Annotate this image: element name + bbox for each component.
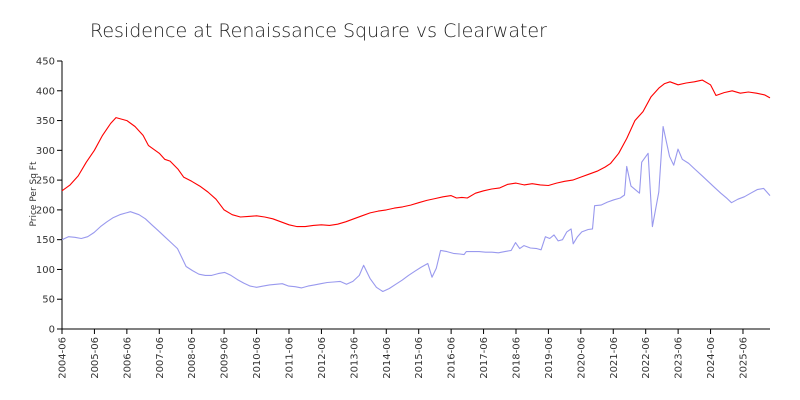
x-tick-label: 2007-06 <box>155 337 166 379</box>
y-tick-label: 300 <box>36 146 55 157</box>
y-tick-label: 450 <box>36 57 55 68</box>
x-tick-label: 2021-06 <box>609 337 620 379</box>
y-tick-label: 150 <box>36 235 55 246</box>
x-tick-label: 2020-06 <box>576 337 587 379</box>
x-tick-label: 2008-06 <box>187 337 198 379</box>
x-tick-label: 2013-06 <box>349 337 360 379</box>
x-tick-label: 2017-06 <box>479 337 490 379</box>
x-tick-label: 2025-06 <box>738 337 749 379</box>
x-tick-label: 2006-06 <box>122 337 133 379</box>
chart-title: Residence at Renaissance Square vs Clear… <box>90 20 547 42</box>
x-tick-label: 2018-06 <box>511 337 522 379</box>
y-tick-label: 100 <box>36 265 55 276</box>
x-tick-label: 2016-06 <box>447 337 458 379</box>
x-tick-label: 2004-06 <box>58 337 69 379</box>
x-tick-label: 2011-06 <box>284 337 295 379</box>
series-line-2 <box>61 125 771 293</box>
y-tick-label: 200 <box>36 205 55 216</box>
x-tick-label: 2023-06 <box>674 337 685 379</box>
x-tick-label: 2014-06 <box>382 337 393 379</box>
x-tick-label: 2019-06 <box>544 337 555 379</box>
x-tick-label: 2015-06 <box>414 337 425 379</box>
axes: 0 50 100 150 200 250 300 350 400 450 2004-06 2005-0… <box>36 57 770 379</box>
x-tick-label: 2022-06 <box>641 337 652 379</box>
x-tick-label: 2024-06 <box>706 337 717 379</box>
y-tick-label: 350 <box>36 116 55 127</box>
x-tick-label: 2012-06 <box>317 337 328 379</box>
y-tick-label: 50 <box>42 295 55 306</box>
x-tick-label: 2009-06 <box>220 337 231 379</box>
series-line-1 <box>61 79 771 228</box>
y-tick-label: 250 <box>36 176 55 187</box>
series-layer <box>61 79 771 293</box>
y-axis-label: Price Per Sq Ft <box>29 161 39 226</box>
x-tick-label: 2010-06 <box>252 337 263 379</box>
y-tick-label: 0 <box>49 325 55 336</box>
x-tick-label: 2005-06 <box>90 337 101 379</box>
y-tick-label: 400 <box>36 86 55 97</box>
